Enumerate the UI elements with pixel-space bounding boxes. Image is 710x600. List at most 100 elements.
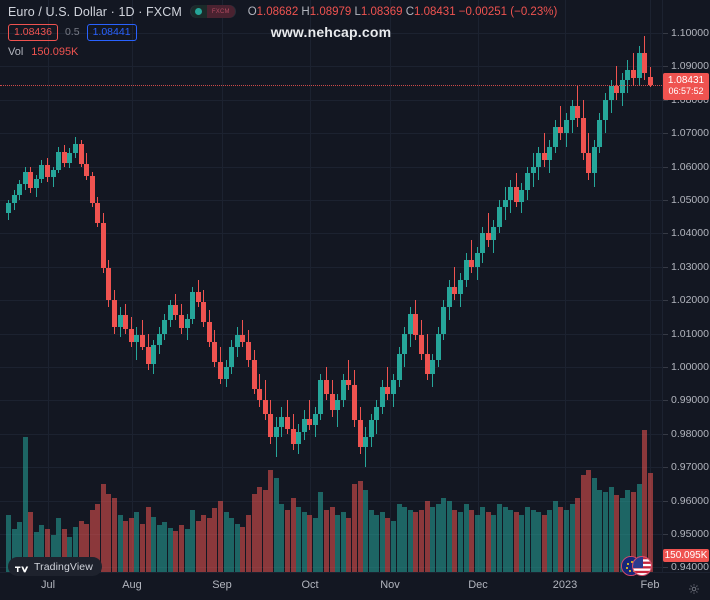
current-price-label: 1.08431 06:57:52 [663,73,709,100]
price-axis-tick-label: 0.95000 [671,528,709,540]
candle-wick [136,326,138,361]
market-status-indicator[interactable]: FXCM [189,5,236,18]
volume-bar [497,503,503,572]
price-axis-tick: 1.00000 [663,361,710,373]
volume-bar [112,498,118,572]
candle-body [335,400,341,411]
candle-body [95,202,101,223]
candle-body [84,163,90,176]
candle-body [530,166,536,174]
market-open-dot [190,5,207,18]
volume-bar [625,489,631,572]
candle-wick [560,106,562,140]
candle-body [312,413,318,426]
volume-bar [84,523,90,572]
price-axis-tick: 1.04000 [663,227,710,239]
time-axis[interactable]: Jul Aug Sep Oct Nov Dec 2023 Feb [0,572,710,600]
symbol-title[interactable]: Euro / U.S. Dollar · 1D · FXCM [8,4,182,19]
volume-bar [446,501,452,572]
grid-line-horizontal [0,367,662,368]
legend-title-row: Euro / U.S. Dollar · 1D · FXCM FXCM O1.0… [8,3,557,20]
tradingview-logo[interactable]: TradingView [8,557,102,576]
candle-body [351,385,357,421]
candle-body [564,119,569,134]
volume-bar [128,518,134,572]
volume-bar [463,503,469,572]
volume-bar [564,509,569,572]
candle-body [290,428,296,444]
candle-body [441,306,447,334]
candle-body [195,291,201,302]
volume-bar [95,503,101,572]
price-axis-tick: 1.10000 [663,27,710,39]
volume-bar [558,506,564,572]
current-price-line [0,85,662,86]
volume-bar [524,506,530,572]
price-axis-tick-label: 1.04000 [671,227,709,239]
price-axis-tick: 0.98000 [663,428,710,440]
candle-body [50,169,56,178]
candle-body [245,341,251,361]
candle-body [324,380,330,395]
volume-bar [418,509,424,572]
candle-wick [454,266,456,301]
candle-wick [287,400,288,434]
volume-bar [139,523,145,572]
volume-bar [178,525,184,572]
candle-body [22,171,28,184]
candle-body [128,328,134,342]
chart-settings-gear-icon[interactable] [688,582,700,594]
candle-body [391,380,397,394]
candle-body [642,53,648,74]
candle-wick [309,400,311,431]
volume-bar [552,501,558,572]
volume-bar [218,501,224,572]
bid-price-badge[interactable]: 1.08436 [8,23,58,41]
grid-line-horizontal [0,33,662,34]
ask-price-badge[interactable]: 1.08441 [86,23,137,41]
volume-bar [530,509,536,572]
candle-body [608,86,614,100]
chart-plot-area[interactable] [0,0,662,572]
volume-bar [167,527,173,572]
volume-label: Vol [8,46,24,58]
price-axis-tick-label: 1.10000 [671,27,709,39]
volume-bar [301,512,307,572]
candle-body [625,69,631,80]
candle-body [586,153,592,174]
volume-bar [491,515,497,572]
volume-bar [17,522,23,572]
volume-bar [78,520,84,572]
candle-body [78,143,84,164]
site-watermark: www.nehcap.com [270,24,392,40]
candle-body [240,335,246,342]
grid-line-horizontal [0,267,662,268]
price-axis[interactable]: 1.08431 06:57:52 150.095K 1.10000 1.09000… [662,0,710,573]
candle-body [502,200,508,207]
price-axis-tick: 1.02000 [663,294,710,306]
volume-bar [201,515,207,572]
candle-wick [387,367,389,401]
low-value: 1.08369 [360,5,403,18]
volume-value: 150.095K [31,46,79,58]
volume-bar [485,512,491,572]
grid-line-horizontal [0,233,662,234]
time-axis-tick-label: Feb [640,579,660,591]
volume-bar [33,532,39,572]
candle-body [139,335,145,347]
price-axis-tick-label: 0.99000 [671,394,709,406]
grid-line-horizontal [0,167,662,168]
volume-bar [636,483,642,572]
exchange-badge: FXCM [206,5,235,18]
volume-bar [251,493,257,572]
grid-line-horizontal [0,434,662,435]
candle-body [575,106,581,119]
candle-body [318,380,324,414]
volume-bar [630,492,636,572]
price-axis-tick-label: 1.03000 [671,261,709,273]
tradingview-logo-text: TradingView [34,560,93,573]
volume-bar [424,501,430,572]
volume-bar [223,512,229,572]
candle-body [435,333,441,361]
volume-bar [134,512,140,572]
